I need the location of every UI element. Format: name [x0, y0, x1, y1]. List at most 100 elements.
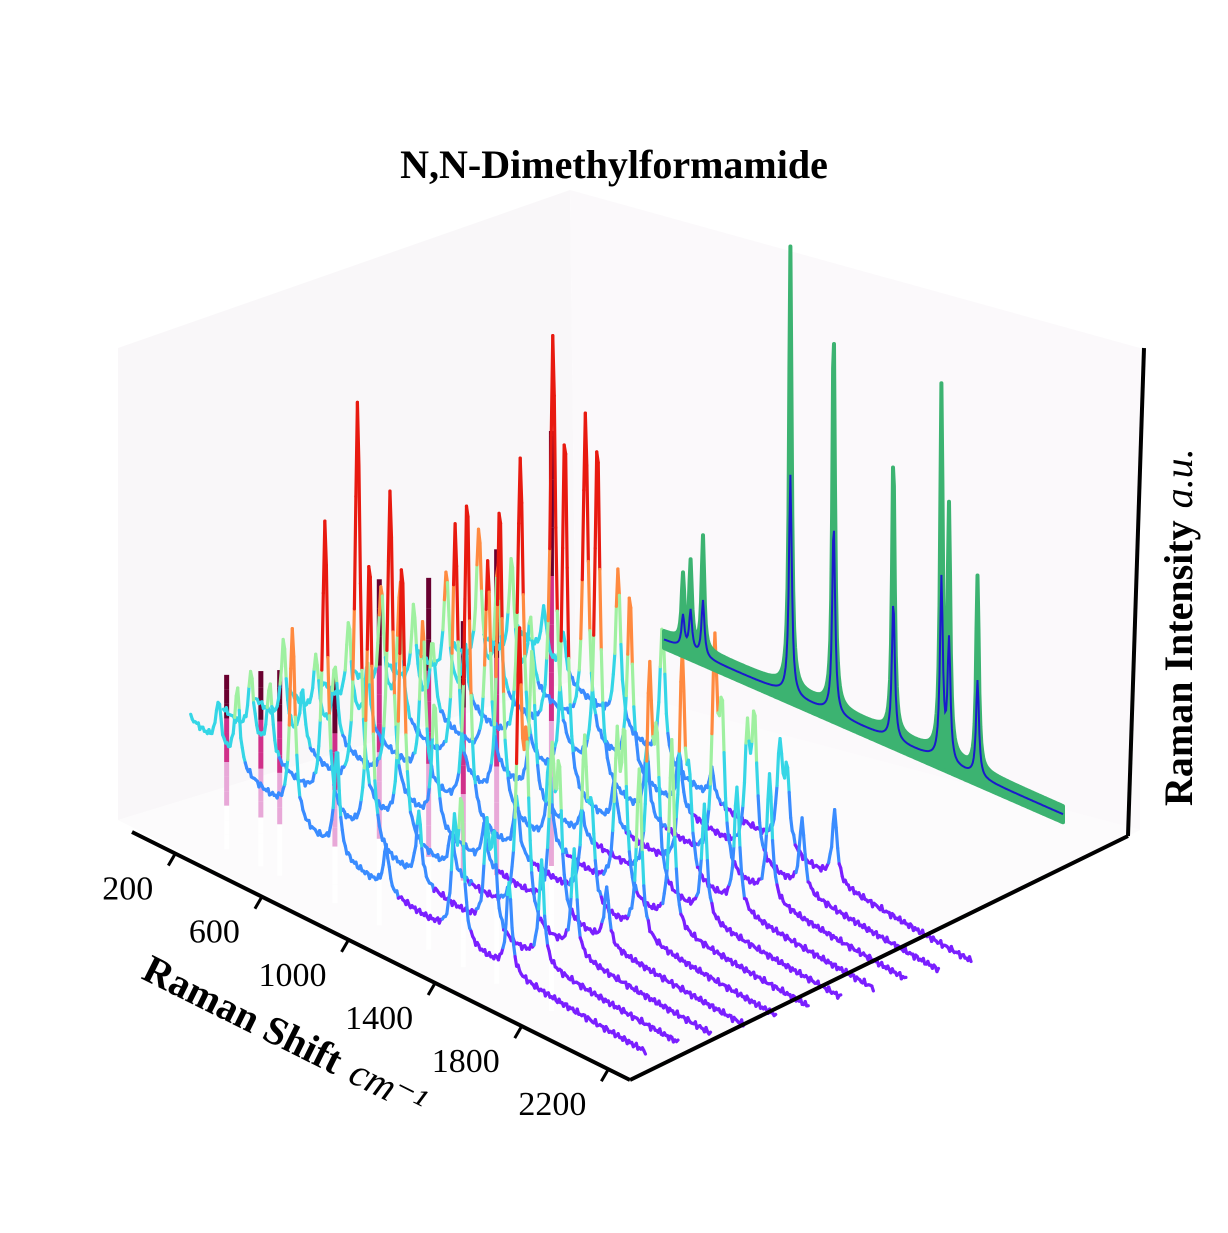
spectrum-segment [385, 650, 387, 697]
spectrum-segment [709, 784, 711, 809]
spectrum-segment [481, 887, 483, 900]
spectrum-segment [582, 760, 584, 808]
spectrum-segment [604, 730, 606, 744]
spectrum-segment [673, 781, 675, 837]
spectrum-segment [625, 696, 627, 720]
spectrum-segment [459, 799, 461, 828]
spectrum-segment [295, 717, 297, 755]
spectrum-segment [566, 454, 568, 568]
spectrum-segment [716, 672, 718, 713]
spectrum-segment [306, 725, 308, 736]
spectrum-segment [585, 413, 587, 465]
spectrum-segment [520, 628, 522, 685]
spectrum-segment [487, 818, 489, 835]
spectrum-segment [446, 729, 448, 741]
spectrum-segment [676, 1040, 678, 1041]
spectrum-segment [741, 872, 743, 886]
spectrum-segment [403, 584, 405, 668]
spectrum-segment [545, 658, 547, 685]
spectrum-segment [338, 709, 340, 724]
spectrum-segment [498, 513, 500, 604]
spectrum-segment [832, 824, 834, 847]
spectrum-segment [482, 696, 484, 720]
spectrum-segment [489, 592, 491, 653]
spectrum-segment [215, 710, 217, 722]
spectrum-segment [639, 769, 641, 798]
spectrum-segment [273, 725, 275, 741]
spectrum-segment [360, 583, 362, 670]
spectrum-segment [418, 699, 420, 730]
spectrum-segment [508, 778, 510, 790]
spectrum-segment [422, 849, 424, 864]
spectrum-segment [541, 618, 543, 631]
spectrum-segment [520, 458, 522, 503]
spectrum-segment [631, 867, 633, 878]
spectrum-segment [389, 867, 391, 879]
spectrum-segment [514, 817, 516, 850]
spectrum-segment [373, 734, 375, 781]
spectrum-segment [672, 740, 674, 781]
spectrum-segment [368, 772, 370, 785]
spectrum-segment [645, 761, 647, 804]
spectrum-segment [512, 850, 514, 867]
spectrum-segment [345, 645, 347, 670]
spectrum-segment [576, 682, 578, 696]
spectrum-segment [518, 808, 520, 823]
spectrum-segment [596, 715, 598, 726]
spectrum-segment [515, 763, 517, 817]
spectrum-segment [738, 812, 740, 848]
spectrum-segment [695, 845, 697, 858]
spectrum-segment [550, 435, 552, 548]
spectrum-segment [737, 787, 739, 812]
spectrum-segment [664, 883, 666, 894]
spectrum-segment [289, 669, 291, 725]
spectrum-segment [548, 816, 550, 847]
spectrum-segment [436, 681, 438, 696]
spectrum-segment [384, 697, 386, 726]
spectrum-segment [246, 705, 248, 716]
spectrum-segment [502, 619, 504, 695]
spectrum-segment [266, 707, 268, 724]
spectrum-segment [319, 720, 321, 746]
spectrum-segment [572, 736, 574, 753]
spectrum-segment [482, 591, 484, 621]
spectrum-segment [635, 732, 637, 745]
spectrum-segment [317, 665, 319, 681]
spectrum-segment [275, 741, 277, 752]
spectrum-segment [285, 773, 287, 784]
spectrum-segment [835, 810, 837, 828]
spectrum-segment [644, 886, 646, 906]
spectrum-segment [254, 703, 256, 714]
spectrum-segment [463, 599, 465, 684]
spectrum-segment [590, 631, 592, 674]
spectrum-segment [603, 703, 605, 731]
spectrum-segment [529, 798, 531, 841]
spectrum-segment [970, 957, 972, 962]
spectrum-segment [525, 656, 527, 692]
spectrum-segment [597, 452, 599, 463]
spectrum-segment [713, 776, 715, 789]
spectrum-segment [561, 548, 563, 641]
spectrum-segment [613, 801, 615, 830]
spectrum-segment [376, 802, 378, 815]
spectrum-segment [404, 667, 406, 734]
spectrum-segment [595, 452, 597, 548]
spectrum-segment [731, 868, 733, 879]
spectrum-segment [611, 831, 613, 851]
spectrum-segment [799, 832, 801, 849]
spectrum-segment [668, 733, 670, 745]
spectrum-segment [774, 863, 776, 877]
spectrum-segment [429, 770, 431, 787]
spectrum-segment [636, 799, 638, 847]
spectrum-segment [678, 751, 680, 794]
spectrum-segment [577, 900, 579, 923]
spectrum-segment [648, 762, 650, 784]
spectrum-segment [479, 529, 481, 543]
spectrum-segment [496, 605, 498, 677]
spectrum-segment [494, 608, 496, 639]
spectrum-segment [386, 845, 388, 859]
spectrum-segment [495, 737, 497, 749]
spectrum-segment [339, 791, 341, 818]
spectrum-segment [600, 569, 602, 649]
spectrum-segment [485, 609, 487, 665]
